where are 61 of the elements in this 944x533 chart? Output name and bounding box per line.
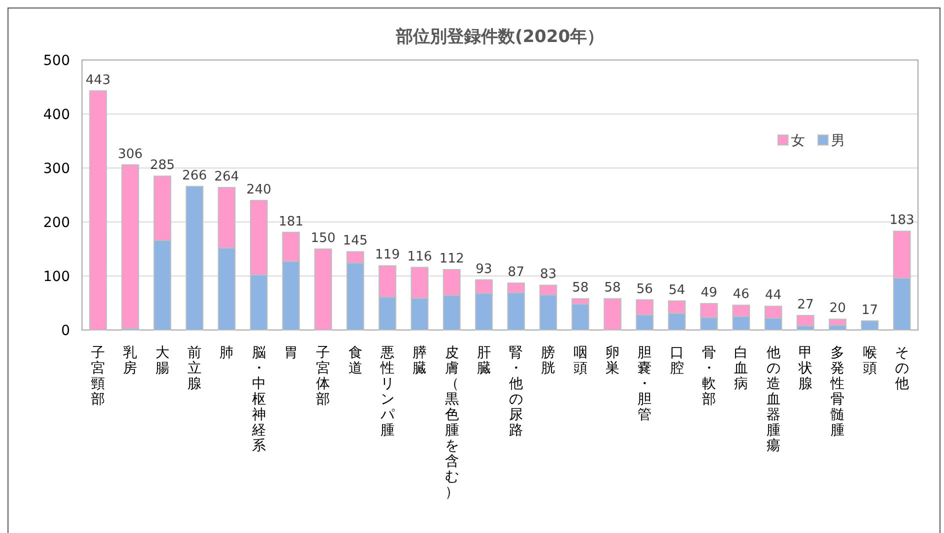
total-label: 145 [342,234,368,249]
x-tick-label: その他 [894,345,909,392]
total-label: 183 [890,213,914,228]
x-tick-label: 子宮頸部 [91,345,106,408]
total-label: 27 [797,297,814,312]
total-label: 58 [604,280,621,296]
x-tick-label: 肺 [220,345,234,361]
total-label: 306 [118,146,143,162]
x-tick-label: 大腸 [155,345,170,376]
x-tick-label: 膵臓 [412,345,427,376]
total-label: 83 [540,267,557,282]
total-label: 20 [829,301,846,316]
total-label: 54 [668,282,686,298]
total-label: 116 [407,249,432,264]
x-tick-label: 脳・中枢神経系 [250,345,266,454]
total-label: 264 [214,169,240,184]
x-tick-label: 他の造血器腫瘍 [766,345,780,454]
total-label: 87 [508,265,524,280]
chart-title: 部位別登録件数(2020年） [394,27,604,47]
x-tick-label: 咽頭 [573,345,588,376]
x-tick-label: 食道 [348,345,362,376]
x-tick-label: 子宮体部 [316,345,330,408]
x-tick-label: 乳房 [123,345,138,376]
total-label: 44 [765,288,782,304]
total-label: 46 [732,287,750,302]
x-tick-label: 甲状腺 [797,345,812,392]
total-label: 240 [246,182,272,198]
y-tick-label: 200 [43,215,70,231]
x-tick-label: 腎・他の尿路 [509,345,524,438]
x-tick-label: 白血病 [734,345,748,392]
total-label: 56 [636,282,653,297]
total-label: 266 [182,168,207,184]
total-label: 49 [700,286,718,301]
total-label: 285 [150,158,175,174]
y-tick-label: 300 [43,161,70,177]
total-label: 181 [278,214,304,230]
x-tick-label: 肝臓 [476,345,491,376]
total-label: 119 [375,248,400,263]
x-tick-label: 膀胱 [541,345,556,376]
y-tick-label: 500 [43,53,70,69]
legend-label: 女 [791,133,805,149]
x-tick-label: 喉頭 [862,345,877,376]
total-label: 17 [861,302,878,318]
total-label: 443 [86,72,110,88]
total-label: 112 [439,252,464,267]
total-label: 150 [310,231,336,246]
x-tick-label: 骨・軟部 [702,345,716,408]
total-label: 58 [572,280,589,296]
x-tick-label: 口腔 [670,345,684,376]
x-tick-label: 胃 [284,345,298,361]
x-tick-label: 胆嚢・胆管 [638,345,652,423]
x-tick-label: 悪性リンパ腫 [379,345,396,438]
category-label: 皮膚（黒色腫を含む） [444,345,459,500]
legend-label: 男 [831,133,845,149]
x-tick-label: 前立腺 [188,345,202,392]
x-tick-label: 多発性骨髄腫 [830,345,845,438]
y-tick-label: 100 [43,269,70,285]
total-label: 93 [476,262,492,277]
y-tick-label: 0 [61,323,70,339]
y-tick-label: 400 [43,107,70,123]
x-tick-label: 卵巣 [606,345,620,376]
